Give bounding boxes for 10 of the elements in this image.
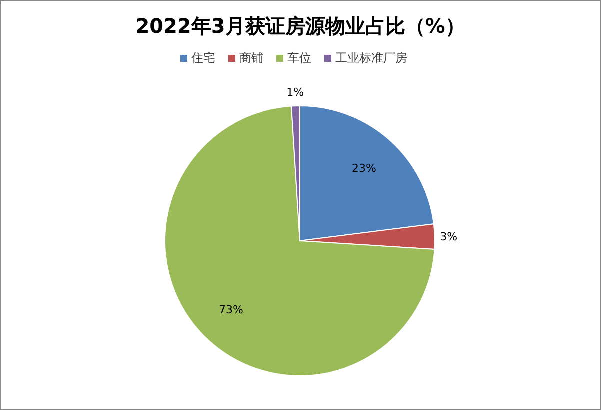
legend-label: 住宅 — [190, 51, 216, 65]
legend-label: 车位 — [288, 51, 312, 65]
legend-label: 商铺 — [240, 51, 264, 65]
pie-slice — [164, 106, 436, 376]
chart-title: 2022年3月获证房源物业占比（%） — [136, 14, 466, 38]
legend-label: 工业标准厂房 — [336, 51, 408, 65]
data-label: 73% — [219, 304, 244, 317]
data-label: 3% — [440, 230, 458, 244]
data-label: 1% — [286, 86, 304, 100]
data-label: 23% — [352, 162, 377, 176]
